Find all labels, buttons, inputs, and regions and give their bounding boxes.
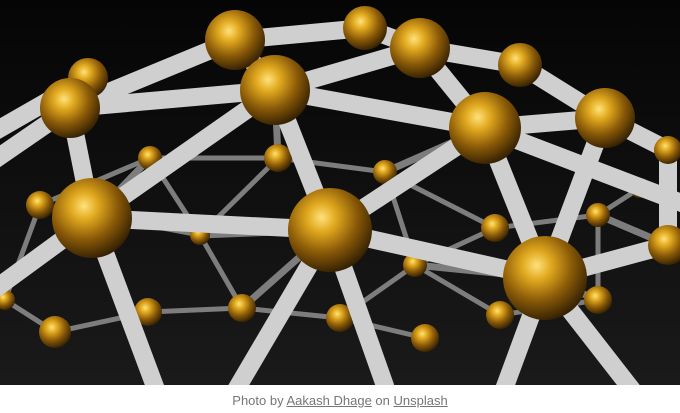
front-sphere (648, 225, 680, 265)
molecular-network-image (0, 0, 680, 385)
back-sphere (373, 160, 397, 184)
back-sphere (26, 191, 54, 219)
front-sphere (40, 78, 100, 138)
front-sphere (205, 10, 265, 70)
front-sphere (240, 55, 310, 125)
back-sphere (486, 301, 514, 329)
back-rod (145, 305, 245, 315)
credit-prefix: Photo by (232, 393, 284, 408)
photo-credit: Photo by Aakash Dhage on Unsplash (0, 392, 680, 410)
front-sphere (52, 178, 132, 258)
back-sphere (584, 286, 612, 314)
back-sphere (481, 214, 509, 242)
front-sphere (575, 88, 635, 148)
front-sphere (503, 236, 587, 320)
back-rod (197, 232, 245, 311)
back-sphere (39, 316, 71, 348)
front-sphere (343, 6, 387, 50)
back-rod (412, 262, 503, 318)
front-sphere (390, 18, 450, 78)
hero-photo (0, 0, 680, 385)
back-rod (492, 212, 601, 231)
back-sphere (228, 294, 256, 322)
back-sphere (0, 290, 15, 310)
back-sphere (264, 144, 292, 172)
front-sphere (449, 92, 521, 164)
back-sphere (586, 203, 610, 227)
credit-joiner: on (375, 393, 390, 408)
unsplash-link[interactable]: Unsplash (393, 393, 448, 408)
back-sphere (326, 304, 354, 332)
back-sphere (411, 324, 439, 352)
front-sphere (498, 43, 542, 87)
author-link[interactable]: Aakash Dhage (286, 393, 372, 408)
front-sphere (288, 188, 372, 272)
back-sphere (134, 298, 162, 326)
front-sphere (654, 136, 680, 164)
